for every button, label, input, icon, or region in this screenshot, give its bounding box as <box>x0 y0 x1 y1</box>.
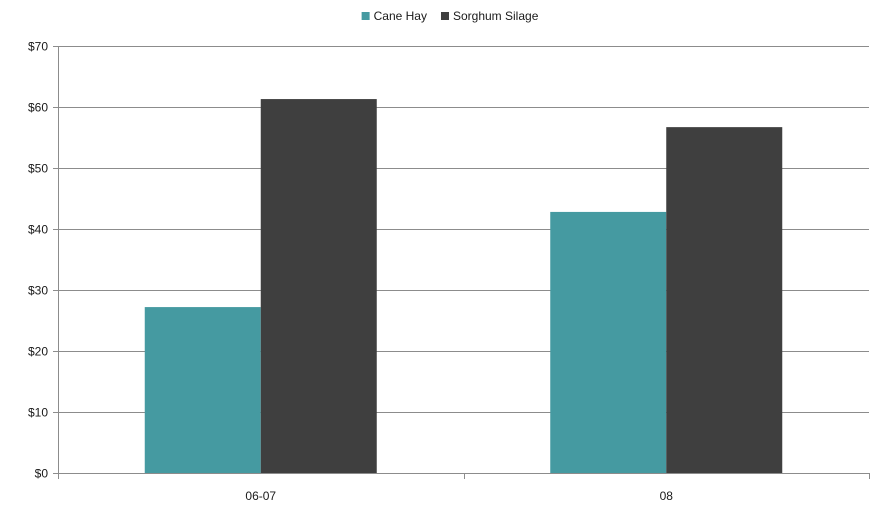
y-tick-label: $70 <box>28 40 48 54</box>
bar-cane-hay-08 <box>550 211 667 474</box>
x-axis: 06-07 08 <box>58 473 870 503</box>
bar-sorghum-silage-08 <box>666 127 783 473</box>
legend: Cane Hay Sorghum Silage <box>361 9 539 23</box>
legend-label-cane-hay: Cane Hay <box>374 9 427 23</box>
bar-sorghum-silage-06-07 <box>260 99 377 473</box>
y-tick-label: $40 <box>28 223 48 237</box>
y-tick-label: $30 <box>28 284 48 298</box>
y-axis: $0 $10 $20 $30 $40 $50 $60 $70 <box>28 40 59 481</box>
x-tick-label: 08 <box>660 489 674 503</box>
y-tick-label: $10 <box>28 406 48 420</box>
legend-swatch-sorghum-silage <box>440 12 449 20</box>
y-tick-label: $0 <box>35 467 49 481</box>
y-tick-label: $60 <box>28 101 48 115</box>
bar-cane-hay-06-07 <box>144 307 261 473</box>
y-tick-label: $50 <box>28 162 48 176</box>
bars <box>144 99 783 474</box>
x-tick-label: 06-07 <box>245 489 276 503</box>
legend-swatch-cane-hay <box>361 12 370 20</box>
y-tick-label: $20 <box>28 345 48 359</box>
legend-label-sorghum-silage: Sorghum Silage <box>453 9 539 23</box>
